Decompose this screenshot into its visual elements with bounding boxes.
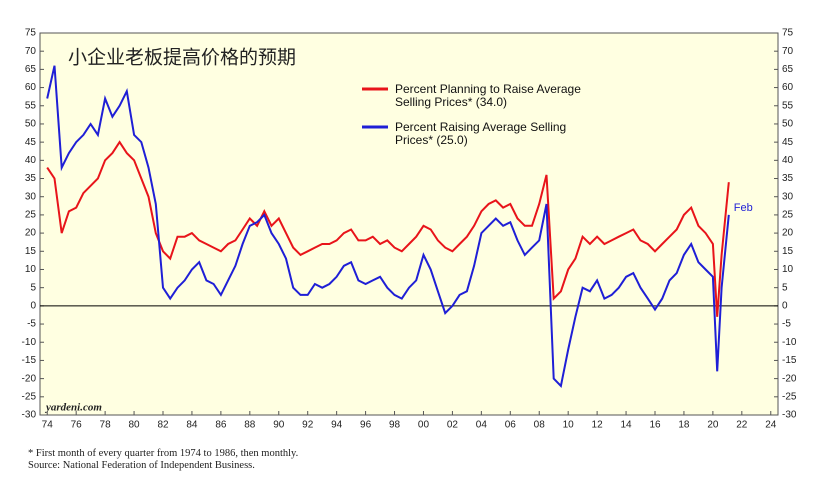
y-tick-label: -15 [22, 355, 37, 366]
y-tick-label: -30 [22, 410, 37, 421]
y-tick-label: 25 [25, 210, 37, 221]
y-tick-label: 75 [25, 28, 37, 39]
x-tick-label: 86 [215, 420, 227, 431]
x-tick-label: 92 [302, 420, 314, 431]
x-tick-label: 08 [534, 420, 546, 431]
y-tick-label: 40 [25, 155, 37, 166]
legend-label: Percent Planning to Raise Average Sellin… [395, 82, 581, 109]
legend-label: Percent Raising Average Selling Prices* … [395, 120, 567, 147]
x-tick-label: 82 [157, 420, 169, 431]
chart-title: 小企业老板提高价格的预期 [68, 47, 296, 69]
x-tick-label: 06 [505, 420, 517, 431]
y-tick-label: 35 [25, 173, 37, 184]
y-tick-label: 65 [25, 64, 37, 75]
y-tick-label: 55 [782, 100, 794, 111]
y-tick-label: -15 [782, 355, 797, 366]
y-tick-label: 5 [30, 282, 36, 293]
y-tick-label: 35 [782, 173, 794, 184]
y-tick-label: -5 [27, 319, 36, 330]
x-tick-label: 96 [360, 420, 372, 431]
y-tick-label: -25 [782, 391, 797, 402]
x-tick-label: 10 [563, 420, 575, 431]
x-tick-label: 76 [71, 420, 83, 431]
y-tick-label: 0 [30, 300, 36, 311]
x-tick-label: 18 [678, 420, 690, 431]
y-tick-label: -5 [782, 319, 791, 330]
x-tick-label: 98 [389, 420, 401, 431]
x-tick-label: 12 [592, 420, 604, 431]
y-tick-label: 55 [25, 100, 37, 111]
y-tick-label: 50 [25, 119, 37, 130]
x-tick-label: 74 [42, 420, 54, 431]
watermark: yardeni.com [44, 402, 102, 414]
y-tick-label: 20 [25, 228, 37, 239]
x-tick-label: 78 [100, 420, 112, 431]
y-tick-label: 25 [782, 210, 794, 221]
y-tick-label: 60 [782, 82, 794, 93]
y-tick-label: 70 [782, 46, 794, 57]
y-tick-label: 60 [25, 82, 37, 93]
x-tick-label: 20 [707, 420, 719, 431]
x-tick-label: 80 [128, 420, 140, 431]
y-tick-label: 10 [25, 264, 37, 275]
legend-item: Percent Planning to Raise Average Sellin… [395, 83, 581, 109]
y-tick-label: 15 [25, 246, 37, 257]
y-tick-label: 70 [25, 46, 37, 57]
y-tick-label: 15 [782, 246, 794, 257]
y-tick-label: 30 [782, 191, 794, 202]
chart: 小企业老板提高价格的预期 yardeni.com -30 -30 -25 -25 -20… [22, 28, 797, 431]
y-tick-label: 0 [782, 300, 788, 311]
y-tick-label: 5 [782, 282, 788, 293]
x-tick-label: 94 [331, 420, 343, 431]
y-tick-label: 20 [782, 228, 794, 239]
y-tick-label: 75 [782, 28, 794, 39]
plot-area [39, 32, 779, 416]
y-tick-label: -20 [22, 373, 37, 384]
x-tick-label: 02 [447, 420, 459, 431]
x-tick-label: 24 [765, 420, 777, 431]
y-tick-label: 10 [782, 264, 794, 275]
y-tick-label: -25 [22, 391, 37, 402]
legend-item: Percent Raising Average Selling Prices* … [395, 121, 581, 147]
y-tick-label: 40 [782, 155, 794, 166]
source: Source: National Federation of Independe… [28, 460, 255, 471]
y-tick-label: -10 [782, 337, 797, 348]
y-tick-label: 30 [25, 191, 37, 202]
x-tick-label: 04 [476, 420, 488, 431]
series-line [46, 65, 730, 388]
x-tick-label: 88 [244, 420, 256, 431]
annotation: Feb [734, 202, 753, 214]
x-tick-label: 22 [736, 420, 748, 431]
y-tick-label: -20 [782, 373, 797, 384]
x-tick-label: 00 [418, 420, 430, 431]
x-tick-label: 16 [649, 420, 661, 431]
y-tick-label: 45 [25, 137, 37, 148]
series-line [46, 140, 730, 317]
y-tick-label: -10 [22, 337, 37, 348]
y-tick-label: 65 [782, 64, 794, 75]
x-tick-label: 14 [620, 420, 632, 431]
footnote: * First month of every quarter from 1974… [28, 448, 299, 459]
y-tick-label: 50 [782, 119, 794, 130]
x-tick-label: 84 [186, 420, 198, 431]
x-tick-label: 90 [273, 420, 285, 431]
y-tick-label: -30 [782, 410, 797, 421]
y-tick-label: 45 [782, 137, 794, 148]
